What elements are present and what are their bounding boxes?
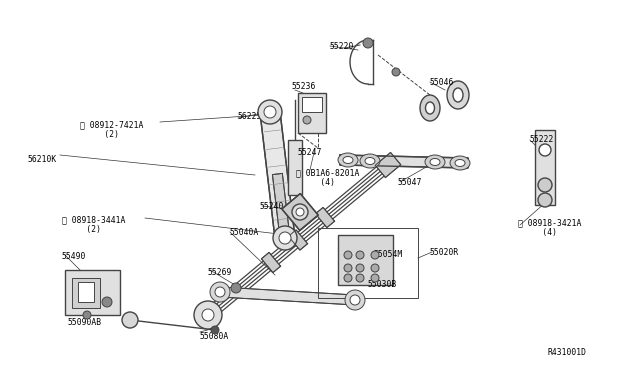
Text: 55240: 55240 (260, 202, 284, 211)
Text: 55046: 55046 (430, 78, 454, 87)
Bar (535, 130, 555, 205)
Bar (78, 282, 94, 302)
Circle shape (211, 326, 219, 334)
Circle shape (371, 264, 379, 272)
Circle shape (264, 106, 276, 118)
Circle shape (231, 283, 241, 293)
Bar (65, 270, 120, 315)
Text: Ⓝ 08912-7421A
     (2): Ⓝ 08912-7421A (2) (80, 120, 143, 140)
Circle shape (344, 274, 352, 282)
Text: 55030B: 55030B (367, 280, 396, 289)
Text: Ⓑ 0B1A6-8201A
     (4): Ⓑ 0B1A6-8201A (4) (296, 168, 360, 187)
Circle shape (122, 312, 138, 328)
Circle shape (258, 100, 282, 124)
Circle shape (344, 264, 352, 272)
Text: 55040A: 55040A (230, 228, 259, 237)
Polygon shape (260, 111, 295, 239)
Bar (338, 235, 393, 285)
Bar (72, 278, 100, 308)
Text: 55220: 55220 (330, 42, 355, 51)
Text: 56225: 56225 (238, 112, 262, 121)
Text: 55047: 55047 (398, 178, 422, 187)
Circle shape (215, 287, 225, 297)
Text: 55269: 55269 (208, 268, 232, 277)
Text: Ⓝ 08918-3441A
     (2): Ⓝ 08918-3441A (2) (62, 215, 125, 234)
Polygon shape (273, 173, 290, 240)
Text: 56210K: 56210K (28, 155, 57, 164)
Polygon shape (261, 252, 280, 273)
Circle shape (202, 309, 214, 321)
Polygon shape (289, 230, 308, 250)
Text: 55054M: 55054M (373, 250, 403, 259)
Circle shape (371, 274, 379, 282)
Circle shape (279, 232, 291, 244)
Circle shape (345, 290, 365, 310)
Circle shape (356, 264, 364, 272)
Text: 55090AB: 55090AB (68, 318, 102, 327)
Bar (298, 93, 326, 133)
Polygon shape (220, 287, 355, 305)
Polygon shape (282, 193, 318, 230)
Ellipse shape (343, 157, 353, 164)
Circle shape (296, 208, 304, 216)
Text: 55247: 55247 (298, 148, 323, 157)
Circle shape (356, 274, 364, 282)
Ellipse shape (365, 157, 375, 164)
Text: 55222: 55222 (530, 135, 554, 144)
Polygon shape (316, 207, 335, 228)
Circle shape (371, 251, 379, 259)
Text: 55020R: 55020R (430, 248, 460, 257)
Text: 55080A: 55080A (200, 332, 229, 341)
Circle shape (344, 251, 352, 259)
Text: Ⓝ 08918-3421A
     (4): Ⓝ 08918-3421A (4) (518, 218, 581, 237)
Ellipse shape (360, 154, 380, 168)
Circle shape (273, 226, 297, 250)
Ellipse shape (447, 81, 469, 109)
Polygon shape (340, 155, 468, 168)
Ellipse shape (430, 158, 440, 166)
Circle shape (102, 297, 112, 307)
Circle shape (350, 295, 360, 305)
Circle shape (392, 68, 400, 76)
Bar (302, 97, 322, 112)
Circle shape (83, 311, 91, 319)
Circle shape (538, 193, 552, 207)
Ellipse shape (455, 160, 465, 167)
Circle shape (292, 204, 308, 220)
Ellipse shape (450, 156, 470, 170)
Circle shape (303, 116, 311, 124)
Circle shape (356, 251, 364, 259)
Circle shape (539, 144, 551, 156)
Ellipse shape (425, 155, 445, 169)
Circle shape (538, 178, 552, 192)
Circle shape (194, 301, 222, 329)
Text: R431001D: R431001D (548, 348, 587, 357)
Circle shape (210, 282, 230, 302)
Bar (318, 228, 418, 298)
Ellipse shape (420, 95, 440, 121)
Bar (288, 140, 302, 195)
Ellipse shape (453, 88, 463, 102)
Circle shape (363, 38, 373, 48)
Text: 55236: 55236 (292, 82, 316, 91)
Ellipse shape (338, 153, 358, 167)
Ellipse shape (426, 102, 435, 114)
Polygon shape (375, 153, 401, 177)
Text: 55490: 55490 (62, 252, 86, 261)
